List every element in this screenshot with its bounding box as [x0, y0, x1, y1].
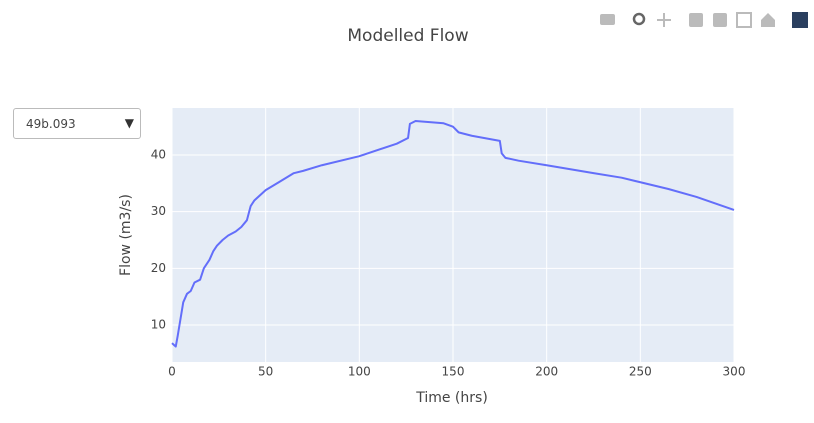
x-tick-label: 50 [258, 365, 273, 379]
autoscale-icon[interactable] [736, 12, 752, 28]
plotly-logo[interactable] [792, 12, 808, 28]
y-axis-title: Flow (m3/s) [118, 194, 134, 276]
x-tick-label: 250 [629, 365, 652, 379]
x-tick-label: 200 [535, 365, 558, 379]
dropdown[interactable]: 49b.093 ▼ [13, 108, 141, 139]
home-icon[interactable] [761, 13, 775, 27]
y-tick-label: 10 [151, 318, 166, 332]
camera-icon[interactable] [600, 14, 615, 25]
x-tick-label: 300 [723, 365, 746, 379]
pan-icon[interactable] [657, 13, 671, 27]
data-line [171, 120, 735, 348]
y-tick-label: 30 [151, 204, 166, 218]
zoom-out-icon[interactable] [713, 13, 727, 27]
y-tick-label: 20 [151, 261, 166, 275]
grid [171, 108, 735, 362]
zoom-in-icon[interactable] [689, 13, 703, 27]
dropdown-arrow: ▼ [124, 116, 134, 130]
x-tick-label: 150 [442, 365, 465, 379]
dropdown-value: 49b.093 [26, 117, 76, 131]
zoom-icon[interactable] [632, 12, 646, 26]
modebar [600, 12, 808, 28]
x-axis-title: Time (hrs) [415, 390, 488, 406]
x-tick-label: 0 [168, 365, 176, 379]
x-tick-label: 100 [348, 365, 371, 379]
chart-title: Modelled Flow [347, 26, 468, 46]
y-tick-label: 40 [151, 148, 166, 162]
